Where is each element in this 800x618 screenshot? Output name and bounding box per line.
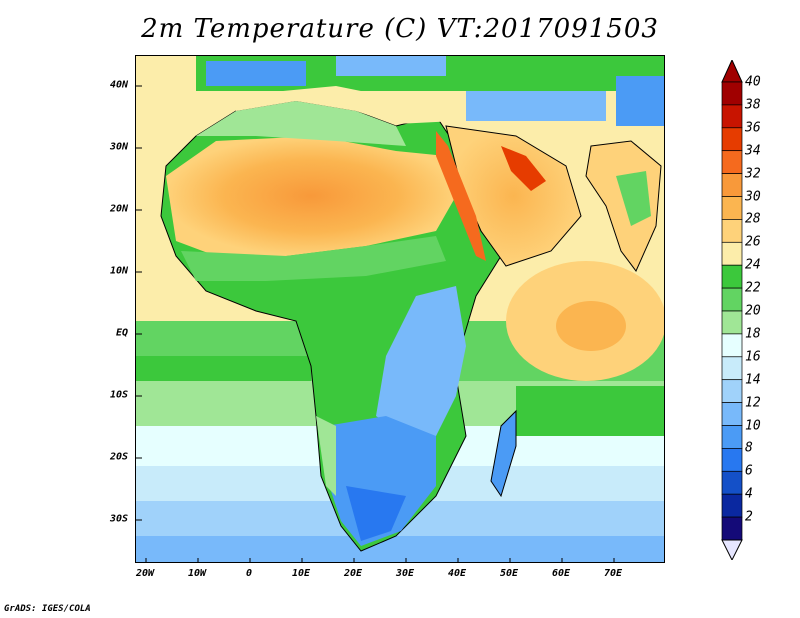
- map-ticks: [136, 85, 615, 562]
- colorbar-label: 32: [745, 166, 761, 182]
- colorbar-swatch: [721, 287, 743, 312]
- colorbar-swatch: [721, 196, 743, 220]
- iran-highland-cold: [466, 91, 606, 121]
- colorbar-label: 26: [745, 234, 761, 250]
- grads-credit: GrADS: IGES/COLA: [4, 604, 91, 614]
- colorbar-label: 28: [745, 211, 761, 227]
- lon-label-10w: 10W: [187, 568, 207, 579]
- red-sea-hot: [436, 131, 486, 261]
- colorbar-label: 36: [745, 120, 761, 136]
- lon-label-0: 0: [245, 568, 253, 579]
- ocean-band-12: [136, 536, 664, 562]
- indian-ocean-hot: [556, 301, 626, 351]
- colorbar-swatch: [721, 104, 743, 129]
- lon-label-30e: 30E: [395, 568, 415, 579]
- temperature-map: [136, 56, 664, 562]
- colorbar-label: 14: [745, 372, 761, 388]
- colorbar-swatch: [721, 516, 743, 541]
- lon-label-50e: 50E: [499, 568, 519, 579]
- lon-label-10e: 10E: [291, 568, 311, 579]
- colorbar-swatch: [721, 241, 743, 266]
- colorbar-swatch: [721, 219, 743, 243]
- colorbar-label: 4: [745, 486, 753, 502]
- colorbar-label: 8: [745, 440, 753, 456]
- colorbar-swatch: [721, 173, 743, 197]
- lon-label-60e: 60E: [551, 568, 571, 579]
- colorbar-swatch: [721, 448, 743, 472]
- colorbar-label: 38: [745, 97, 761, 113]
- colorbar-swatch: [721, 310, 743, 335]
- mediterranean-sea: [231, 86, 456, 124]
- colorbar-swatch: [721, 493, 743, 518]
- colorbar-swatch: [721, 425, 743, 449]
- colorbar-swatch: [721, 470, 743, 495]
- colorbar-label: 20: [745, 303, 761, 319]
- colorbar-label: 34: [745, 143, 761, 159]
- colorbar-label: 10: [745, 418, 761, 433]
- lon-label-20e: 20E: [343, 568, 363, 579]
- colorbar-label: 6: [745, 463, 753, 479]
- madagascar: [490, 409, 517, 498]
- lat-label-30n: 30N: [109, 141, 128, 153]
- colorbar-label: 16: [745, 349, 761, 365]
- maghreb-cool: [196, 101, 406, 146]
- chart-title: 2m Temperature (C) VT:2017091503: [141, 14, 659, 44]
- colorbar-label: 12: [745, 395, 761, 411]
- colorbar-label: 22: [745, 280, 761, 296]
- colorbar-label: 24: [745, 257, 761, 273]
- south-africa-coldest: [346, 486, 406, 541]
- lon-label-20w: 20W: [135, 568, 155, 579]
- colorbar-swatch: [721, 333, 743, 358]
- indian-ocean-band: [516, 386, 664, 436]
- lat-label-10s: 10S: [109, 389, 128, 401]
- india-green: [616, 171, 651, 226]
- colorbar-label: 18: [745, 326, 761, 342]
- lat-label-20s: 20S: [109, 451, 128, 463]
- east-africa-highland: [376, 286, 466, 436]
- sahel-band: [181, 236, 446, 281]
- lat-label-eq: EQ: [115, 327, 128, 339]
- map-panel: [135, 55, 665, 563]
- iberia-cold: [206, 61, 306, 86]
- lat-label-30s: 30S: [109, 513, 128, 525]
- colorbar-label: 40: [745, 74, 761, 90]
- lat-label-10n: 10N: [109, 265, 128, 277]
- namibia-coast: [316, 416, 336, 496]
- balkans-cold: [336, 56, 446, 76]
- colorbar-swatch: [721, 264, 743, 289]
- colorbar-swatch: [721, 379, 743, 403]
- colorbar-swatch: [721, 127, 743, 152]
- persian-gulf-hot: [501, 146, 546, 191]
- lat-label-40n: 40N: [109, 79, 128, 91]
- colorbar-max-arrow: [721, 60, 743, 83]
- asia-highland-cold: [616, 76, 664, 126]
- lon-label-40e: 40E: [447, 568, 467, 579]
- colorbar-swatch: [721, 356, 743, 381]
- colorbar-swatch: [721, 402, 743, 426]
- colorbar-swatch: [721, 81, 743, 106]
- lon-label-70e: 70E: [603, 568, 623, 579]
- colorbar-label: 2: [745, 509, 753, 525]
- lat-label-20n: 20N: [109, 203, 128, 215]
- sahara-hot: [166, 136, 456, 256]
- colorbar: [721, 60, 743, 560]
- colorbar-swatch: [721, 150, 743, 174]
- colorbar-min-arrow: [721, 539, 743, 560]
- colorbar-label: 30: [745, 189, 761, 204]
